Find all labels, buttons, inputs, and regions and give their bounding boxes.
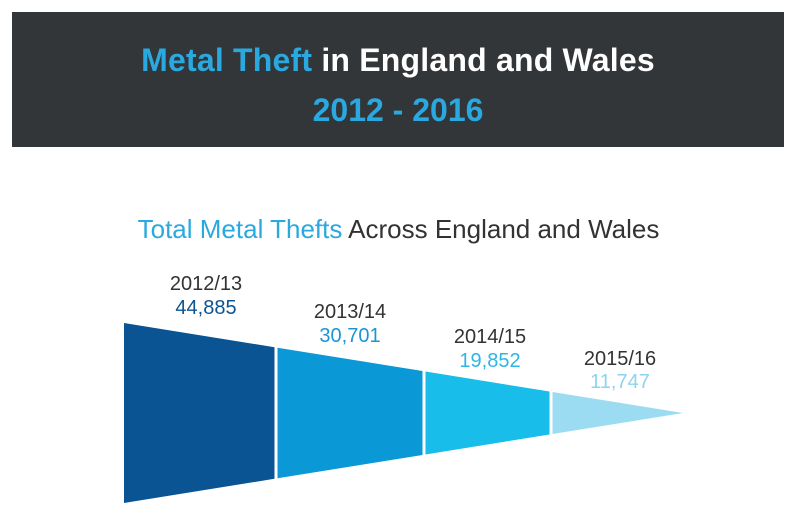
value-label: 30,701 xyxy=(319,325,380,347)
year-label: 2012/13 xyxy=(170,273,242,295)
funnel-segment-2014-15 xyxy=(425,371,550,455)
value-label: 19,852 xyxy=(459,350,520,372)
funnel-segment-2012-13 xyxy=(124,323,275,503)
page-title: Metal Theft in England and Wales xyxy=(12,42,784,79)
title-rest: in England and Wales xyxy=(312,42,655,78)
header-banner: Metal Theft in England and Wales 2012 - … xyxy=(12,12,784,147)
year-label: 2014/15 xyxy=(454,326,526,348)
year-label: 2015/16 xyxy=(584,348,656,370)
chart-title: Total Metal Thefts Across England and Wa… xyxy=(0,214,797,245)
chart-title-highlight: Total Metal Thefts xyxy=(137,214,343,244)
chart-title-rest: Across England and Wales xyxy=(342,214,660,244)
funnel-segment-2013-14 xyxy=(277,347,423,479)
year-range: 2012 - 2016 xyxy=(312,92,484,128)
funnel-segment-2015-16 xyxy=(552,391,683,435)
year-label: 2013/14 xyxy=(314,301,386,323)
value-label: 44,885 xyxy=(175,297,236,319)
value-label: 11,747 xyxy=(590,371,650,393)
title-highlight: Metal Theft xyxy=(141,42,313,78)
